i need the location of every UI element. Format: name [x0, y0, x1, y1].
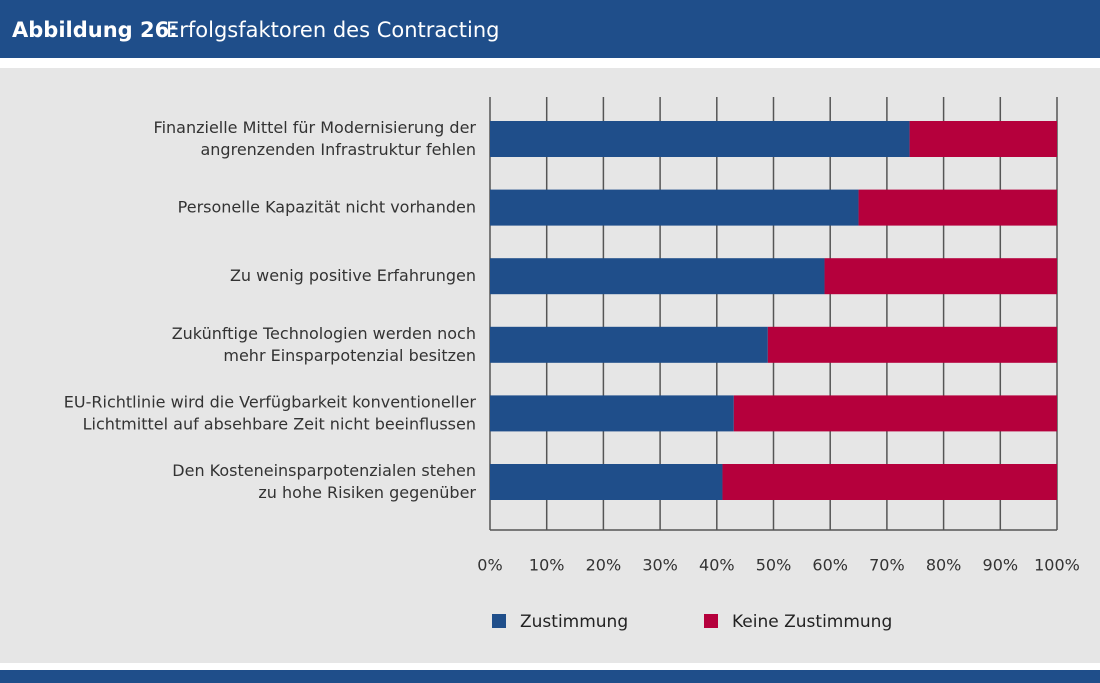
- bar-segment: [490, 326, 768, 363]
- category-label: Den Kosteneinsparpotenzialen stehen zu ho…: [172, 461, 476, 502]
- bar-segment: [490, 395, 734, 432]
- category-label-line: zu hohe Risiken gegenüber: [258, 483, 476, 502]
- category-label-line: angrenzenden Infrastruktur fehlen: [200, 140, 476, 159]
- plot-background: [0, 68, 1100, 663]
- category-label-line: EU-Richtlinie wird die Verfügbarkeit kon…: [64, 392, 477, 411]
- bar-segment: [767, 326, 1057, 363]
- category-label-line: Lichtmittel auf absehbare Zeit nicht bee…: [83, 414, 476, 433]
- x-tick-label: 90%: [983, 556, 1019, 575]
- x-tick-label: 10%: [529, 556, 565, 575]
- category-label: Personelle Kapazität nicht vorhanden: [178, 197, 476, 216]
- legend-swatch: [492, 614, 506, 628]
- category-label-line: Den Kosteneinsparpotenzialen stehen: [172, 461, 476, 480]
- category-label-line: mehr Einsparpotenzial besitzen: [223, 345, 476, 364]
- legend-label: Keine Zustimmung: [732, 612, 892, 632]
- category-label-line: Personelle Kapazität nicht vorhanden: [178, 197, 476, 216]
- footer-bar: [0, 670, 1100, 683]
- bar-segment: [909, 121, 1057, 157]
- x-tick-label: 50%: [756, 556, 792, 575]
- figure-label: Abbildung 26:: [12, 18, 178, 42]
- bar-segment: [490, 189, 859, 226]
- bar-segment: [490, 258, 825, 295]
- x-tick-label: 70%: [869, 556, 905, 575]
- x-tick-label: 100%: [1034, 556, 1080, 575]
- bar-segment: [733, 395, 1057, 432]
- category-label: Zu wenig positive Erfahrungen: [230, 266, 476, 285]
- category-label: Finanzielle Mittel für Modernisierung de…: [154, 118, 477, 159]
- x-tick-label: 60%: [812, 556, 848, 575]
- bar-segment: [722, 464, 1057, 500]
- bar-segment: [490, 121, 910, 157]
- category-label-line: Finanzielle Mittel für Modernisierung de…: [154, 118, 477, 137]
- x-tick-label: 40%: [699, 556, 735, 575]
- category-label-line: Zukünftige Technologien werden noch: [172, 323, 476, 342]
- chart-title: Erfolgsfaktoren des Contracting: [166, 18, 500, 42]
- x-tick-label: 20%: [586, 556, 622, 575]
- x-tick-label: 80%: [926, 556, 962, 575]
- legend-label: Zustimmung: [520, 612, 628, 632]
- category-label-line: Zu wenig positive Erfahrungen: [230, 266, 476, 285]
- legend-swatch: [704, 614, 718, 628]
- header-bar: [0, 0, 1100, 58]
- bar-segment: [490, 464, 723, 500]
- x-tick-label: 30%: [642, 556, 678, 575]
- category-label: Zukünftige Technologien werden noch mehr …: [172, 323, 476, 364]
- category-label: EU-Richtlinie wird die Verfügbarkeit kon…: [64, 392, 477, 433]
- bar-segment: [824, 258, 1057, 295]
- x-tick-label: 0%: [477, 556, 502, 575]
- bar-segment: [858, 189, 1057, 226]
